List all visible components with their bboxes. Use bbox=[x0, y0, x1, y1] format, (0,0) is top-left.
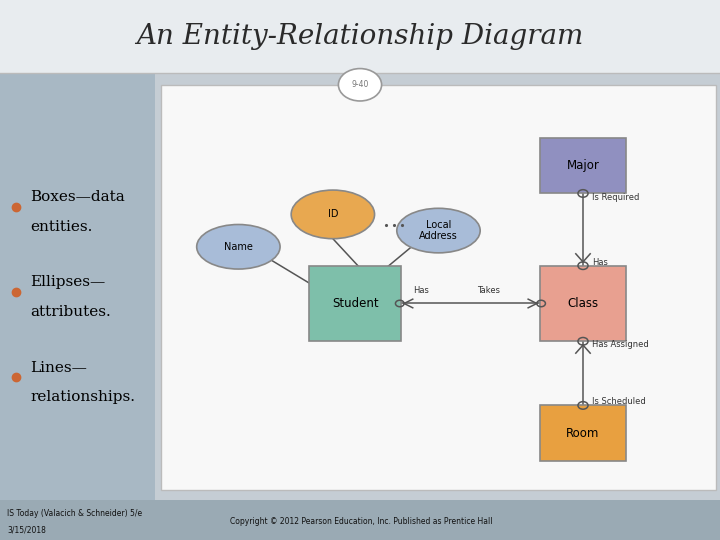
Text: attributes.: attributes. bbox=[30, 305, 111, 319]
FancyBboxPatch shape bbox=[0, 73, 155, 500]
Text: Is Scheduled: Is Scheduled bbox=[592, 397, 645, 407]
Text: ID: ID bbox=[328, 210, 338, 219]
Ellipse shape bbox=[397, 208, 480, 253]
Text: Class: Class bbox=[567, 297, 598, 310]
Text: Lines—: Lines— bbox=[30, 361, 87, 375]
Ellipse shape bbox=[197, 225, 280, 269]
Text: Takes: Takes bbox=[477, 286, 500, 295]
FancyBboxPatch shape bbox=[161, 85, 716, 490]
Ellipse shape bbox=[291, 190, 374, 239]
Text: Copyright © 2012 Pearson Education, Inc. Published as Prentice Hall: Copyright © 2012 Pearson Education, Inc.… bbox=[230, 517, 493, 526]
Text: Is Required: Is Required bbox=[592, 193, 639, 201]
FancyBboxPatch shape bbox=[540, 406, 626, 461]
Text: Local
Address: Local Address bbox=[419, 220, 458, 241]
Text: Major: Major bbox=[567, 159, 600, 172]
Text: IS Today (Valacich & Schneider) 5/e: IS Today (Valacich & Schneider) 5/e bbox=[7, 509, 143, 518]
Text: Has: Has bbox=[592, 258, 608, 267]
Text: Has: Has bbox=[413, 286, 429, 295]
FancyBboxPatch shape bbox=[0, 500, 720, 540]
Text: Room: Room bbox=[567, 427, 600, 440]
FancyBboxPatch shape bbox=[540, 266, 626, 341]
Text: Ellipses—: Ellipses— bbox=[30, 275, 106, 289]
Text: Has Assigned: Has Assigned bbox=[592, 340, 649, 349]
Text: An Entity-Relationship Diagram: An Entity-Relationship Diagram bbox=[136, 23, 584, 50]
FancyBboxPatch shape bbox=[309, 266, 401, 341]
Text: 9-40: 9-40 bbox=[351, 80, 369, 89]
Text: Student: Student bbox=[332, 297, 379, 310]
Text: relationships.: relationships. bbox=[30, 390, 135, 404]
FancyBboxPatch shape bbox=[0, 0, 720, 73]
Text: 3/15/2018: 3/15/2018 bbox=[7, 525, 46, 535]
Text: entities.: entities. bbox=[30, 220, 93, 234]
Circle shape bbox=[338, 69, 382, 101]
Text: Name: Name bbox=[224, 242, 253, 252]
FancyBboxPatch shape bbox=[540, 138, 626, 193]
Text: Boxes—data: Boxes—data bbox=[30, 190, 125, 204]
